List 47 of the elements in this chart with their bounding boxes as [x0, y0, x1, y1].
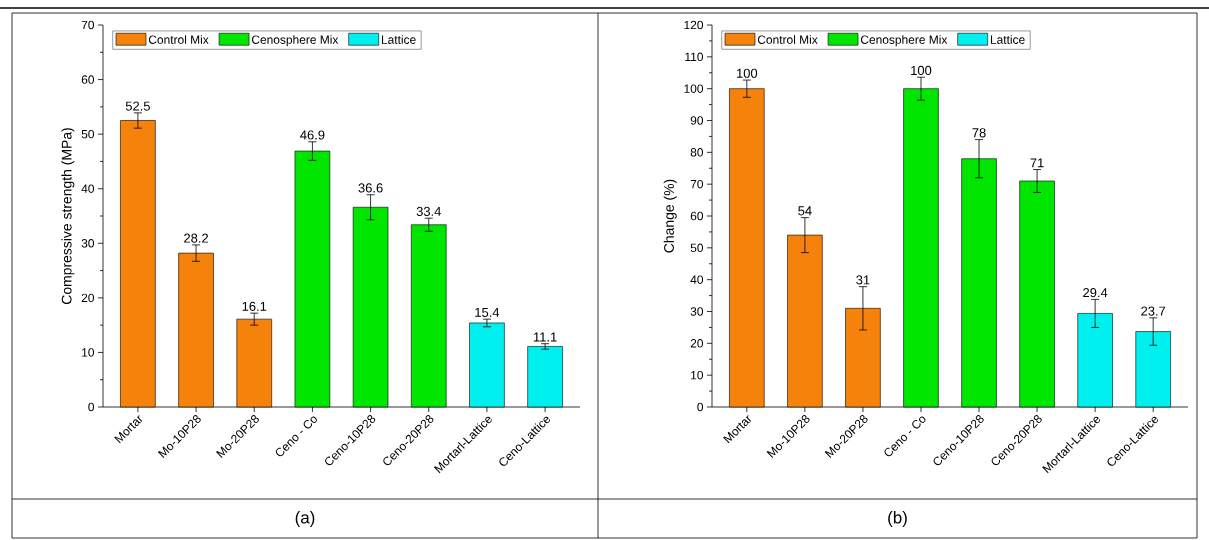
data-label: 100 [911, 65, 932, 76]
data-label: 23.7 [1141, 306, 1166, 316]
data-label: 36.6 [358, 183, 383, 193]
legend-label: Lattice [990, 35, 1025, 44]
y-tick-label: 0 [697, 402, 704, 412]
y-axis-title: Change (%) [663, 179, 677, 253]
data-label: 11.1 [533, 332, 557, 342]
y-tick-label: 50 [81, 129, 95, 139]
y-tick-label: 60 [690, 211, 704, 221]
y-tick-label: 90 [690, 116, 704, 125]
legend-label: Cenosphere Mix [251, 35, 339, 47]
y-tick-label: 120 [684, 20, 704, 30]
data-label: 46.9 [300, 130, 325, 140]
data-label: 71 [1030, 158, 1044, 168]
y-tick-label: 20 [690, 339, 704, 348]
data-label: 54 [798, 206, 812, 216]
y-tick-label: 80 [690, 148, 704, 157]
data-label: 52.5 [125, 101, 150, 111]
legend-label: Cenosphere Mix [860, 35, 948, 47]
y-tick-label: 60 [81, 75, 95, 84]
data-label: 33.4 [416, 206, 441, 216]
y-tick-label: 10 [82, 348, 95, 357]
y-axis-title: Compressive strength (MPa) [61, 128, 75, 305]
y-tick-label: 50 [690, 243, 704, 253]
legend-label: Control Mix [148, 35, 209, 44]
y-tick-label: 40 [81, 184, 95, 193]
y-tick-label: 20 [81, 293, 95, 303]
y-tick-label: 100 [684, 84, 704, 93]
y-tick-label: 0 [88, 402, 95, 412]
data-label: 29.4 [1083, 288, 1108, 298]
text: (b) [888, 511, 907, 527]
y-tick-label: 40 [690, 275, 704, 284]
y-tick-label: 30 [690, 307, 704, 316]
data-label: 15.4 [475, 307, 500, 317]
data-label: 31 [856, 275, 870, 285]
y-tick-label: 70 [81, 20, 95, 30]
legend-label: Control Mix [757, 35, 818, 44]
data-label: 28.2 [184, 233, 209, 243]
data-label: 16.1 [242, 301, 267, 311]
y-tick-label: 30 [81, 239, 95, 248]
text: (a) [295, 511, 315, 527]
y-tick-label: 10 [691, 370, 704, 380]
y-tick-label: 70 [690, 179, 704, 189]
legend-label: Lattice [381, 35, 416, 44]
data-label: 100 [737, 68, 758, 78]
y-tick-label: 110 [685, 52, 704, 62]
data-label: 78 [972, 128, 986, 138]
